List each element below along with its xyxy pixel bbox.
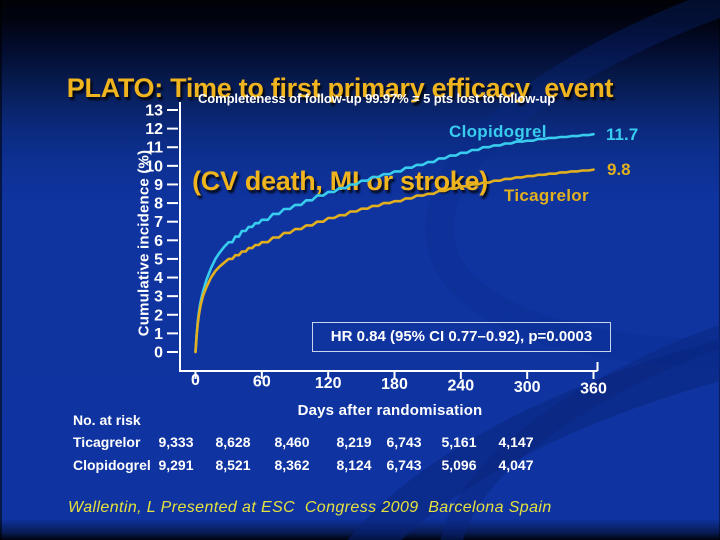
risk-value: 6,743 xyxy=(386,434,422,450)
risk-value: 8,219 xyxy=(336,434,372,450)
risk-value: 5,161 xyxy=(441,434,477,450)
risk-value: 4,147 xyxy=(498,434,534,450)
risk-value: 8,628 xyxy=(215,434,251,450)
risk-row-label-clopidogrel: Clopidogrel xyxy=(73,457,151,473)
citation-footer: Wallentin, L Presented at ESC Congress 2… xyxy=(68,499,552,516)
clopidogrel-end-value: 11.7 xyxy=(606,125,639,144)
slide-title: PLATO: Time to first primary efficacy ev… xyxy=(8,11,672,259)
risk-value: 8,124 xyxy=(336,457,372,473)
y-axis-label: Cumulative incidence (%) xyxy=(135,149,153,337)
ticagrelor-curve-label: Ticagrelor xyxy=(504,186,589,205)
risk-value: 8,460 xyxy=(274,434,310,450)
clopidogrel-curve-label: Clopidogrel xyxy=(449,122,547,141)
risk-value: 9,333 xyxy=(158,434,194,450)
risk-value: 8,362 xyxy=(274,457,310,473)
risk-row-label-ticagrelor: Ticagrelor xyxy=(73,434,141,450)
ticagrelor-end-value: 9.8 xyxy=(607,160,631,179)
risk-table-caption: No. at risk xyxy=(73,412,141,428)
hazard-ratio-box: HR 0.84 (95% CI 0.77–0.92), p=0.0003 xyxy=(312,322,611,352)
risk-value: 6,743 xyxy=(386,457,422,473)
x-axis-label: Days after randomisation xyxy=(297,402,483,419)
title-line-1: PLATO: Time to first primary efficacy ev… xyxy=(66,73,614,104)
followup-note: Completeness of follow-up 99.97% = 5 pts… xyxy=(198,91,556,106)
risk-value: 9,291 xyxy=(158,457,194,473)
risk-value: 5,096 xyxy=(441,457,477,473)
risk-value: 4,047 xyxy=(498,457,534,473)
risk-value: 8,521 xyxy=(215,457,251,473)
